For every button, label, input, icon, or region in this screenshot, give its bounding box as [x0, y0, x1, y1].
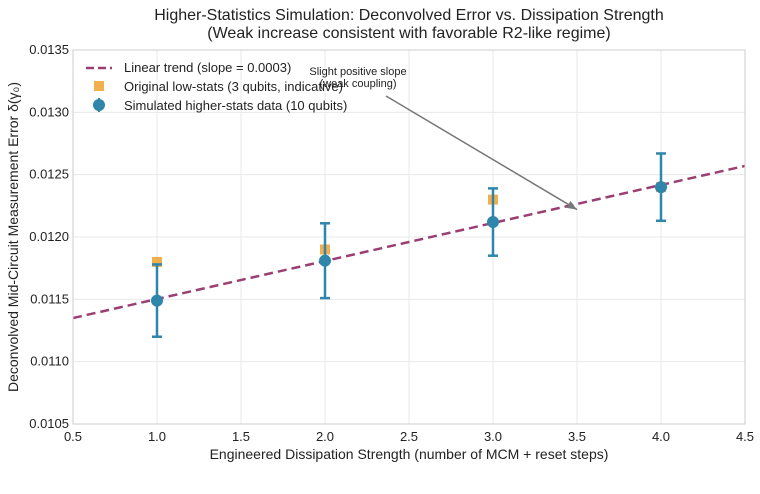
x-axis-label: Engineered Dissipation Strength (number … — [210, 446, 609, 462]
x-tick-label: 2.0 — [316, 429, 334, 444]
high-stats-point — [655, 181, 667, 194]
low-stats-point — [152, 256, 162, 267]
y-tick-label: 0.0105 — [29, 416, 69, 431]
x-tick-label: 4.0 — [652, 429, 670, 444]
legend-high-label: Simulated higher-stats data (10 qubits) — [124, 98, 347, 113]
x-tick-label: 2.5 — [400, 429, 418, 444]
plot-frame — [72, 49, 746, 425]
chart-title: Higher-Statistics Simulation: Deconvolve… — [154, 7, 664, 24]
x-tick-label: 0.5 — [64, 429, 82, 444]
tick-labels: 0.5 1.0 1.5 2.0 2.5 3.0 3.5 4.0 4.5 0.0105 0.0110 0… — [29, 42, 754, 444]
annotation-text: Slight positive slope — [309, 66, 406, 78]
x-tick-label: 1.0 — [148, 429, 166, 444]
legend-low-swatch — [94, 81, 104, 91]
y-tick-label: 0.0120 — [29, 229, 69, 244]
annotation-text: (weak coupling) — [319, 78, 396, 90]
y-tick-label: 0.0135 — [29, 42, 69, 57]
annotation: Slight positive slope(weak coupling) — [309, 66, 578, 211]
legend-trend-label: Linear trend (slope = 0.0003) — [124, 60, 291, 75]
y-tick-label: 0.0130 — [29, 104, 69, 119]
y-tick-label: 0.0115 — [30, 291, 69, 306]
high-stats-point — [319, 254, 331, 267]
legend-high-swatch — [93, 99, 105, 111]
x-tick-label: 1.5 — [232, 429, 250, 444]
high-stats-point — [151, 294, 163, 307]
plot-area — [72, 152, 746, 338]
legend: Linear trend (slope = 0.0003) Original lo… — [86, 60, 347, 113]
y-axis-label: Deconvolved Mid-Circuit Measurement Erro… — [5, 82, 21, 392]
x-tick-label: 3.0 — [484, 429, 502, 444]
annotation-arrow — [385, 95, 578, 211]
high-stats-point — [487, 216, 499, 229]
x-tick-label: 3.5 — [568, 429, 586, 444]
trend-line — [72, 164, 746, 320]
y-tick-label: 0.0110 — [30, 354, 69, 369]
chart-subtitle: (Weak increase consistent with favorable… — [207, 25, 610, 42]
legend-low-label: Original low-stats (3 qubits, indicative… — [124, 79, 343, 94]
annotation-arrowhead — [566, 201, 577, 210]
y-tick-label: 0.0125 — [29, 167, 69, 182]
x-tick-label: 4.5 — [736, 429, 754, 444]
